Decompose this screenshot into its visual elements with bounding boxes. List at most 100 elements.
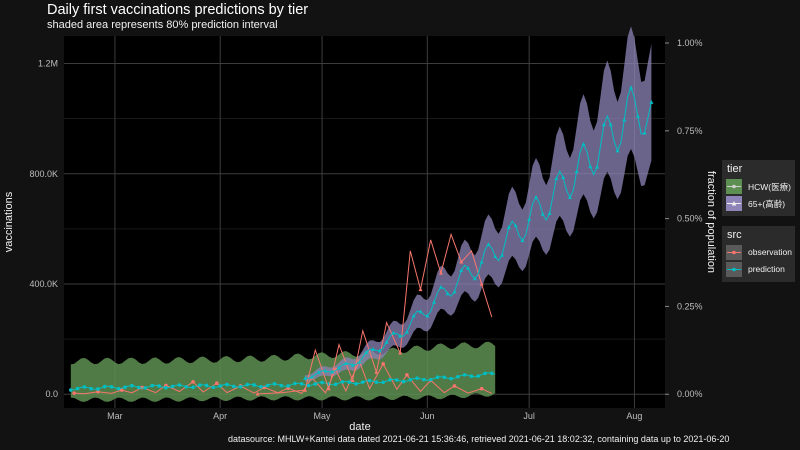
65plus-prediction-point [343,361,348,365]
65plus-prediction-point [303,376,308,380]
x-tick-label: Mar [107,411,123,421]
hcw-prediction-point [136,385,141,390]
65plus-prediction-point [561,175,566,180]
65plus-prediction-point [601,122,606,127]
hcw-prediction-point [143,386,148,390]
65plus-prediction-point [533,195,538,199]
65plus-observation-line [257,232,493,395]
legend-key-hcw [726,179,742,194]
65plus-prediction-point [404,329,409,334]
hcw-prediction-point [130,383,134,388]
hcw-prediction-point [272,382,277,386]
hcw-observation-point [381,362,385,366]
65plus-prediction-point [574,169,579,174]
65plus-prediction-point [364,350,369,355]
hcw-prediction-point [354,382,358,386]
65plus-prediction-point [642,130,647,135]
hcw-observation-point [96,389,100,394]
65plus-observation-point [350,378,355,383]
hcw-observation-point [119,388,124,392]
y2-tick-label: 0.00% [677,389,703,399]
hcw-prediction-point [96,387,100,391]
65plus-observation-point [255,391,260,396]
hcw-prediction-point [333,382,338,387]
hcw-prediction-point [238,384,243,389]
y-tick-label: 1.2M [38,59,58,69]
hcw-prediction-point [89,386,93,391]
65plus-prediction-point [629,85,634,90]
legend-tier-title: tier [727,163,743,175]
65plus-prediction-point [411,313,416,318]
65plus-prediction-point [479,259,484,264]
65plus-prediction-point [323,368,328,373]
hcw-prediction-point [313,382,318,386]
65plus-prediction-point [622,117,627,122]
hcw-prediction-point [177,383,182,387]
hcw-prediction-point [225,382,229,387]
chart-caption: datasource: MHLW+Kantei data dated 2021-… [228,434,730,444]
65plus-prediction-point [608,122,613,127]
65plus-prediction-point [527,217,532,222]
hcw-prediction-point [252,383,256,387]
hcw-observation-point [72,391,76,395]
65plus-prediction-point [513,223,518,228]
hcw-prediction-point [340,380,345,384]
chart-title: Daily first vaccinations predictions by … [47,2,309,18]
legend-label-prediction: prediction [748,264,785,274]
65plus-prediction-point [330,369,335,374]
hcw-prediction-point [394,378,399,382]
65plus-prediction-point [350,362,355,367]
hcw-prediction-point [184,385,189,389]
hcw-prediction-point [456,375,460,379]
65plus-prediction-point [418,309,423,314]
hcw-observation-point [191,380,195,384]
65plus-observation-point [398,350,403,355]
65plus-prediction-point [452,289,457,294]
65plus-prediction-point [554,176,559,181]
legend-label-observation: observation [748,247,792,257]
hcw-prediction-point [483,371,487,376]
x-axis-title: date [349,421,370,433]
65plus-prediction-point [506,225,511,229]
65plus-prediction-point [309,374,314,379]
hcw-prediction-point [109,385,114,389]
y2-axis-title: fraction of population [705,171,717,273]
hcw-prediction-point [435,375,440,380]
hcw-prediction-point [259,385,263,389]
65plus-prediction-point [316,370,321,374]
hcw-observation-line [74,359,493,395]
65plus-prediction-point [581,141,586,146]
hcw-prediction-point [198,383,202,387]
hcw-prediction-point [401,379,406,384]
hcw-prediction-point [293,381,297,386]
band-layer [70,26,652,402]
hcw-prediction-point [102,384,107,389]
65plus-prediction-point [384,340,389,344]
hcw-prediction-point [422,377,426,382]
y-tick-label: 800.0K [29,169,58,179]
legend-key-observation [726,245,742,260]
hcw-prediction-point [374,380,379,384]
65plus-prediction-point [615,148,620,153]
hcw-prediction-point [204,383,209,388]
65plus-observation-point [303,387,308,392]
65plus-prediction-point [567,195,572,200]
y-tick-label: 400.0K [29,279,58,289]
hcw-prediction-point [449,376,453,381]
65plus-prediction-line [305,86,652,379]
hcw-prediction-point [265,383,270,388]
hcw-prediction-point [408,378,413,382]
hcw-prediction-point [442,375,447,380]
hcw-prediction-point [361,380,365,384]
hcw-prediction-point [476,374,481,378]
hcw-prediction-point [367,378,372,383]
65plus-prediction-point [425,313,430,318]
hcw-prediction-point [170,384,175,389]
65plus-prediction-point [445,291,450,296]
hcw-prediction-point [469,374,474,379]
65plus-prediction-point [500,252,505,257]
65plus-observation-point [418,287,423,292]
legend-label-hcw: HCW(医療) [748,182,791,192]
hcw-prediction-point [116,386,121,391]
